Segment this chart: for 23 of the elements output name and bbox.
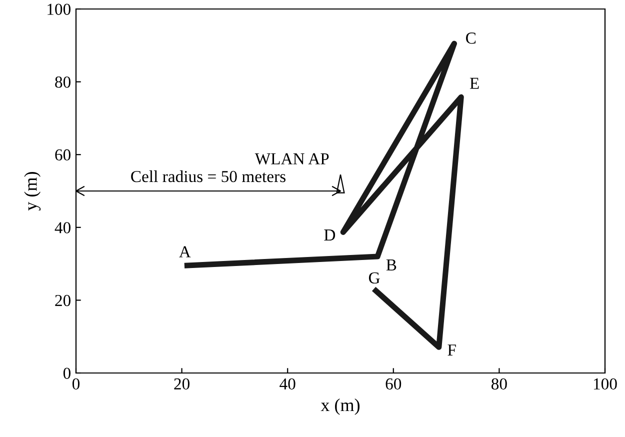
x-axis-title: x (m) <box>320 398 360 415</box>
x-tick-label: 20 <box>174 378 190 390</box>
y-tick-label: 100 <box>48 4 71 15</box>
x-tick-label: 0 <box>72 378 80 390</box>
y-tick-label: 20 <box>55 294 71 306</box>
annotation: B <box>386 259 396 270</box>
annotation: D <box>324 230 336 240</box>
annotation: C <box>466 32 476 44</box>
x-tick-label: 80 <box>492 378 507 390</box>
annotation: WLAN AP <box>254 153 329 165</box>
y-tick-label: 40 <box>54 222 71 234</box>
annotation: F <box>448 344 456 356</box>
y-axis-title: y (m) <box>24 172 41 211</box>
y-tick-label: 0 <box>63 368 71 379</box>
annotation: A <box>179 246 191 258</box>
x-tick-label: 100 <box>594 378 617 390</box>
x-tick-label: 40 <box>280 378 296 390</box>
x-tick-label: 60 <box>386 378 402 390</box>
y-tick-label: 60 <box>55 149 71 161</box>
annotation: Cell radius = 50 meters <box>131 170 286 182</box>
annotation: E <box>470 78 479 89</box>
y-tick-label: 80 <box>55 76 71 88</box>
annotation: G <box>368 272 380 284</box>
